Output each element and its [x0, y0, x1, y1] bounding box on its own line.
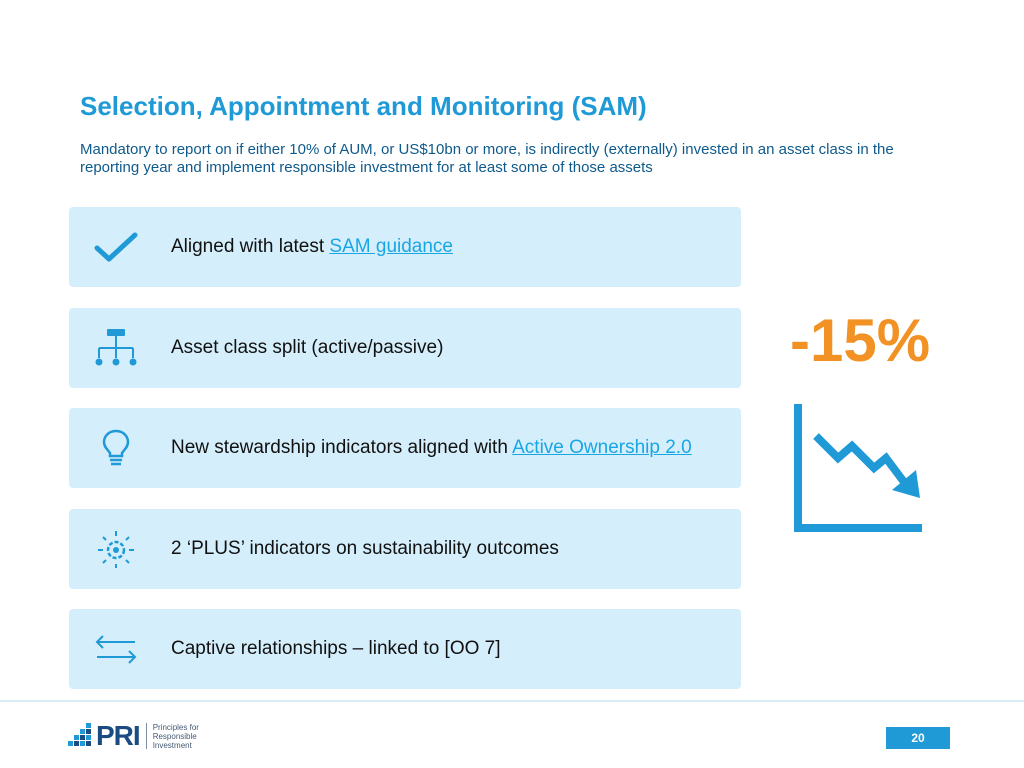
feature-card-text: 2 ‘PLUS’ indicators on sustainability ou… [171, 509, 731, 589]
feature-card-stewardship: New stewardship indicators aligned with … [69, 408, 741, 488]
feature-card-captive: Captive relationships – linked to [OO 7] [69, 609, 741, 689]
lightbulb-icon [93, 428, 139, 468]
feature-card-text: Aligned with latest SAM guidance [171, 207, 731, 287]
footer-divider [0, 700, 1024, 702]
pri-logo-mark-icon [68, 723, 91, 746]
tagline-line: Responsible [152, 731, 197, 741]
feature-card-label: Captive relationships – linked to [OO 7] [171, 638, 501, 659]
feature-card-text: New stewardship indicators aligned with … [171, 408, 731, 488]
active-ownership-link[interactable]: Active Ownership 2.0 [512, 437, 692, 458]
slide-subtitle: Mandatory to report on if either 10% of … [80, 141, 894, 176]
tagline-line: Principles for [152, 722, 199, 732]
checkmark-icon [93, 227, 139, 267]
hierarchy-icon [93, 328, 139, 368]
feature-card-sam-guidance: Aligned with latest SAM guidance [69, 207, 741, 287]
page-number: 20 [886, 727, 950, 749]
feature-card-plus-indicators: 2 ‘PLUS’ indicators on sustainability ou… [69, 509, 741, 589]
logo-tagline: Principles for Responsible Investment [153, 723, 199, 750]
feature-card-label: Aligned with latest [171, 236, 330, 257]
feature-card-text: Asset class split (active/passive) [171, 308, 731, 388]
logo-separator [145, 723, 147, 749]
downtrend-chart-icon [794, 400, 926, 532]
tagline-line: Investment [152, 740, 192, 750]
pri-logo: PRI Principles for Responsible Investmen… [68, 720, 199, 751]
feature-card-label: 2 ‘PLUS’ indicators on sustainability ou… [171, 538, 559, 559]
logo-text: PRI [96, 720, 141, 751]
feature-card-label: New stewardship indicators aligned with [171, 437, 513, 458]
percentage-stat: -15% [790, 307, 931, 374]
sam-guidance-link[interactable]: SAM guidance [329, 236, 453, 257]
swap-arrows-icon [93, 629, 139, 669]
slide-title: Selection, Appointment and Monitoring (S… [80, 91, 647, 121]
feature-card-asset-class: Asset class split (active/passive) [69, 308, 741, 388]
feature-card-label: Asset class split (active/passive) [171, 337, 444, 358]
feature-card-text: Captive relationships – linked to [OO 7] [171, 609, 731, 689]
gear-sparkle-icon [93, 529, 139, 569]
